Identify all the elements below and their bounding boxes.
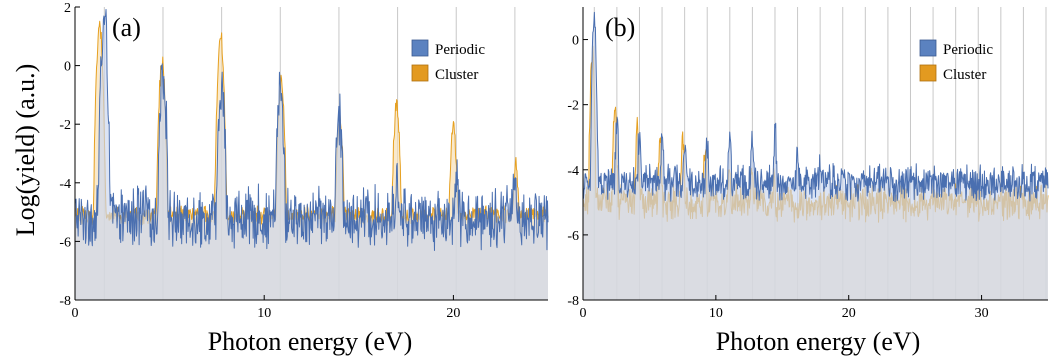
plot-area <box>74 8 549 301</box>
legend-label-cluster: Cluster <box>943 67 986 83</box>
tick-labels: 0 10 20 -8 -6 -4 -2 0 2 <box>59 1 460 321</box>
y-tick-label: 2 <box>64 1 71 16</box>
x-tick-label: 10 <box>709 306 723 321</box>
y-axis-title: Log(yield) (a.u.) <box>11 64 40 237</box>
y-tick-label: -2 <box>567 99 579 114</box>
x-tick-label: 0 <box>580 306 587 321</box>
x-tick-label: 20 <box>842 306 856 321</box>
axes <box>582 7 1048 301</box>
x-tick-label: 30 <box>975 306 989 321</box>
series-area-periodic <box>583 12 1048 300</box>
panel-label: (a) <box>112 13 141 42</box>
x-tick-label: 0 <box>72 306 79 321</box>
x-axis-title: Photon energy (eV) <box>208 327 413 356</box>
y-tick-label: -4 <box>567 164 579 179</box>
legend-label-periodic: Periodic <box>943 42 993 58</box>
legend-swatch-cluster <box>411 64 429 82</box>
y-tick-label: 0 <box>64 60 71 75</box>
y-tick-label: 0 <box>572 34 579 49</box>
x-tick-label: 20 <box>446 306 460 321</box>
legend: Periodic Cluster <box>411 39 485 83</box>
panel-label: (b) <box>605 13 635 42</box>
legend-swatch-periodic <box>919 39 937 57</box>
panel-b: 0 10 20 30-8-6-4-20 (b) Photon energy (eV) … <box>567 7 1049 356</box>
x-axis-title: Photon energy (eV) <box>716 327 921 356</box>
y-tick-label: -8 <box>567 294 579 309</box>
legend-label-periodic: Periodic <box>435 42 485 58</box>
y-tick-label: -6 <box>567 229 579 244</box>
panel-a: 0 10 20 -8 -6 -4 -2 0 2 (a) Photon energy (eV) P… <box>59 1 549 356</box>
y-tick-label: -4 <box>59 177 71 192</box>
series-line-periodic <box>74 8 549 251</box>
legend-label-cluster: Cluster <box>435 67 478 83</box>
axes <box>74 7 548 301</box>
legend: Periodic Cluster <box>919 39 993 83</box>
tick-labels: 0 10 20 30 -8 -6 -4 -2 0 <box>567 34 988 321</box>
legend-swatch-periodic <box>411 39 429 57</box>
plot-area <box>582 11 1049 300</box>
y-tick-label: -2 <box>59 118 71 133</box>
y-tick-label: -8 <box>59 294 71 309</box>
y-tick-label: -6 <box>59 235 71 250</box>
legend-swatch-cluster <box>919 64 937 82</box>
x-tick-label: 10 <box>257 306 271 321</box>
series-line-periodic <box>582 11 1049 203</box>
